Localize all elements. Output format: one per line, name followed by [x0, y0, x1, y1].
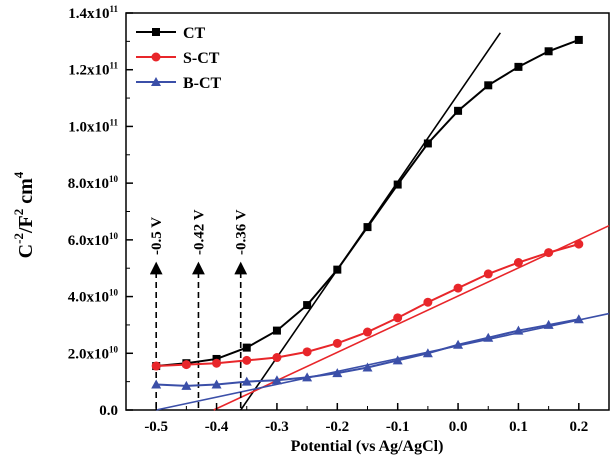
- x-tick-label: 0.2: [569, 419, 588, 435]
- data-point: [363, 327, 372, 337]
- data-point: [544, 47, 553, 56]
- data-point: [332, 368, 343, 378]
- data-point: [453, 283, 463, 293]
- y-axis: 0.0 2.0x1010 4.0x1010 6.0x1010 8.0x1010 1.0x1…: [68, 4, 133, 419]
- fit-line: [156, 312, 610, 411]
- data-point: [212, 358, 222, 368]
- data-point: [483, 332, 494, 342]
- data-point: [302, 372, 313, 382]
- annotation-label: -0.5 V: [149, 217, 165, 255]
- data-point: [271, 375, 282, 385]
- data-point: [181, 380, 192, 390]
- x-tick-label: -0.2: [325, 419, 349, 435]
- legend-label: S-CT: [183, 50, 220, 67]
- data-point: [242, 343, 251, 352]
- legend-item: S-CT: [136, 50, 220, 67]
- data-point: [423, 297, 433, 307]
- data-point: [484, 81, 493, 90]
- x-tick-label: 0.0: [449, 419, 468, 435]
- data-point: [544, 248, 554, 258]
- annotation-label: -0.42 V: [191, 209, 207, 255]
- data-point: [211, 379, 222, 389]
- series-s-ct: [151, 239, 584, 371]
- legend-label: B-CT: [183, 75, 222, 92]
- y-tick-label: 1.4x1011: [68, 4, 118, 22]
- data-point: [483, 269, 493, 279]
- data-point: [181, 360, 191, 370]
- y-tick-label: 4.0x1010: [68, 288, 119, 306]
- data-point: [574, 239, 584, 249]
- x-axis-title: Potential (vs Ag/AgCl): [291, 438, 444, 455]
- y-tick-label: 8.0x1010: [68, 174, 119, 192]
- data-point: [514, 62, 523, 71]
- x-tick-label: 0.1: [509, 419, 528, 435]
- series-b-ct: [151, 314, 584, 390]
- data-point: [241, 376, 252, 386]
- data-point: [303, 301, 312, 310]
- data-point: [454, 106, 463, 115]
- data-point: [151, 77, 161, 86]
- series-layer: [151, 35, 584, 390]
- y-tick-label: 1.2x1011: [68, 61, 118, 79]
- x-tick-label: -0.4: [205, 419, 229, 435]
- data-point: [151, 379, 162, 389]
- data-point: [573, 314, 584, 324]
- data-point: [272, 353, 282, 363]
- data-point: [302, 347, 312, 357]
- data-point: [152, 28, 160, 36]
- data-point: [393, 180, 402, 189]
- data-point: [363, 223, 372, 232]
- data-point: [362, 362, 373, 372]
- data-point: [393, 313, 403, 323]
- data-point: [242, 355, 252, 365]
- data-point: [513, 325, 524, 335]
- x-axis: -0.5 -0.4 -0.3 -0.2 -0.1 0.0 0.1 0.2: [125, 403, 610, 435]
- data-point: [151, 361, 161, 371]
- series-ct: [152, 35, 583, 371]
- y-tick-label: 1.0x1011: [68, 117, 118, 135]
- y-axis-title: C-2/F2 cm4: [11, 171, 37, 258]
- fit-lines: [156, 32, 610, 411]
- data-point: [333, 265, 342, 274]
- annotations: -0.5 V -0.42 V -0.36 V: [149, 209, 250, 408]
- annotation-label: -0.36 V: [234, 209, 250, 255]
- x-tick-label: -0.3: [265, 419, 289, 435]
- data-point: [272, 326, 281, 335]
- data-point: [422, 348, 433, 358]
- data-point: [543, 319, 554, 329]
- data-point: [423, 139, 432, 148]
- y-tick-label: 2.0x1010: [68, 344, 119, 362]
- x-tick-label: -0.1: [386, 419, 410, 435]
- data-point: [151, 52, 161, 62]
- legend-item: B-CT: [136, 75, 222, 92]
- y-tick-label: 0.0: [99, 403, 118, 419]
- legend-label: CT: [183, 25, 206, 42]
- legend: CT S-CT B-CT: [136, 25, 222, 92]
- data-point: [453, 339, 464, 349]
- data-point: [513, 258, 523, 268]
- data-point: [574, 35, 583, 44]
- data-point: [392, 355, 403, 365]
- x-tick-label: -0.5: [144, 419, 168, 435]
- legend-item: CT: [136, 25, 206, 42]
- y-tick-label: 6.0x1010: [68, 231, 119, 249]
- data-point: [332, 338, 342, 348]
